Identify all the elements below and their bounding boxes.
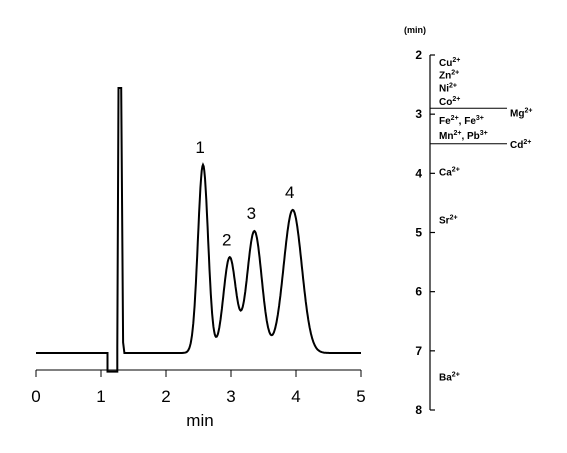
rt-scale-ticks: 2 3 4 5 6 7 8 xyxy=(415,48,435,417)
rt-tick-label: 8 xyxy=(415,403,422,417)
ion-label-cu: Cu2+ xyxy=(439,57,460,69)
peak-label-1: 1 xyxy=(195,138,204,157)
retention-time-scale: (min) 2 3 4 5 6 7 8 Cu2+Zn2+Ni2+Co2+ Fe2+, Fe3+… xyxy=(404,25,532,417)
rt-tick-label: 6 xyxy=(415,285,422,299)
rt-scale-separators xyxy=(430,107,507,145)
rt-scale-unit-label: (min) xyxy=(404,25,426,35)
ion-label-ba: Ba2+ xyxy=(439,371,460,383)
ion-label-mg: Mg2+ xyxy=(510,107,532,119)
peak-label-4: 4 xyxy=(285,183,294,202)
x-tick-label: 3 xyxy=(226,387,235,406)
chromatogram-trace xyxy=(36,87,361,373)
x-axis-label: min xyxy=(186,411,213,430)
rt-tick-label: 3 xyxy=(415,107,422,121)
rt-scale-ions: Cu2+Zn2+Ni2+Co2+ Fe2+, Fe3+ Mn2+, Pb3+ Mg2+… xyxy=(439,57,532,383)
rt-tick-label: 2 xyxy=(415,48,422,62)
ion-label-ca: Ca2+ xyxy=(439,167,460,179)
ion-label-zn: Zn2+ xyxy=(439,70,459,82)
peak-labels: 1 23 4 xyxy=(195,138,294,250)
x-tick-label: 2 xyxy=(161,387,170,406)
x-tick-label: 4 xyxy=(291,387,300,406)
peak-label-2: 2 xyxy=(222,231,231,250)
ion-label-cd: Cd2+ xyxy=(510,139,531,151)
x-ticks: 0 1 2 3 4 5 xyxy=(31,370,366,406)
ion-label-sr: Sr2+ xyxy=(439,214,458,226)
x-tick-label: 1 xyxy=(96,387,105,406)
peak-label-3: 3 xyxy=(247,204,256,223)
x-tick-label: 0 xyxy=(31,387,40,406)
ion-label-mn: Mn2+, Pb3+ xyxy=(439,130,488,142)
ion-label-ni: Ni2+ xyxy=(439,83,457,95)
ion-label-fe: Fe2+, Fe3+ xyxy=(439,115,484,127)
x-tick-label: 5 xyxy=(356,387,365,406)
ion-label-co: Co2+ xyxy=(439,96,460,108)
rt-tick-label: 5 xyxy=(415,226,422,240)
rt-tick-label: 7 xyxy=(415,344,422,358)
rt-tick-label: 4 xyxy=(415,166,422,180)
